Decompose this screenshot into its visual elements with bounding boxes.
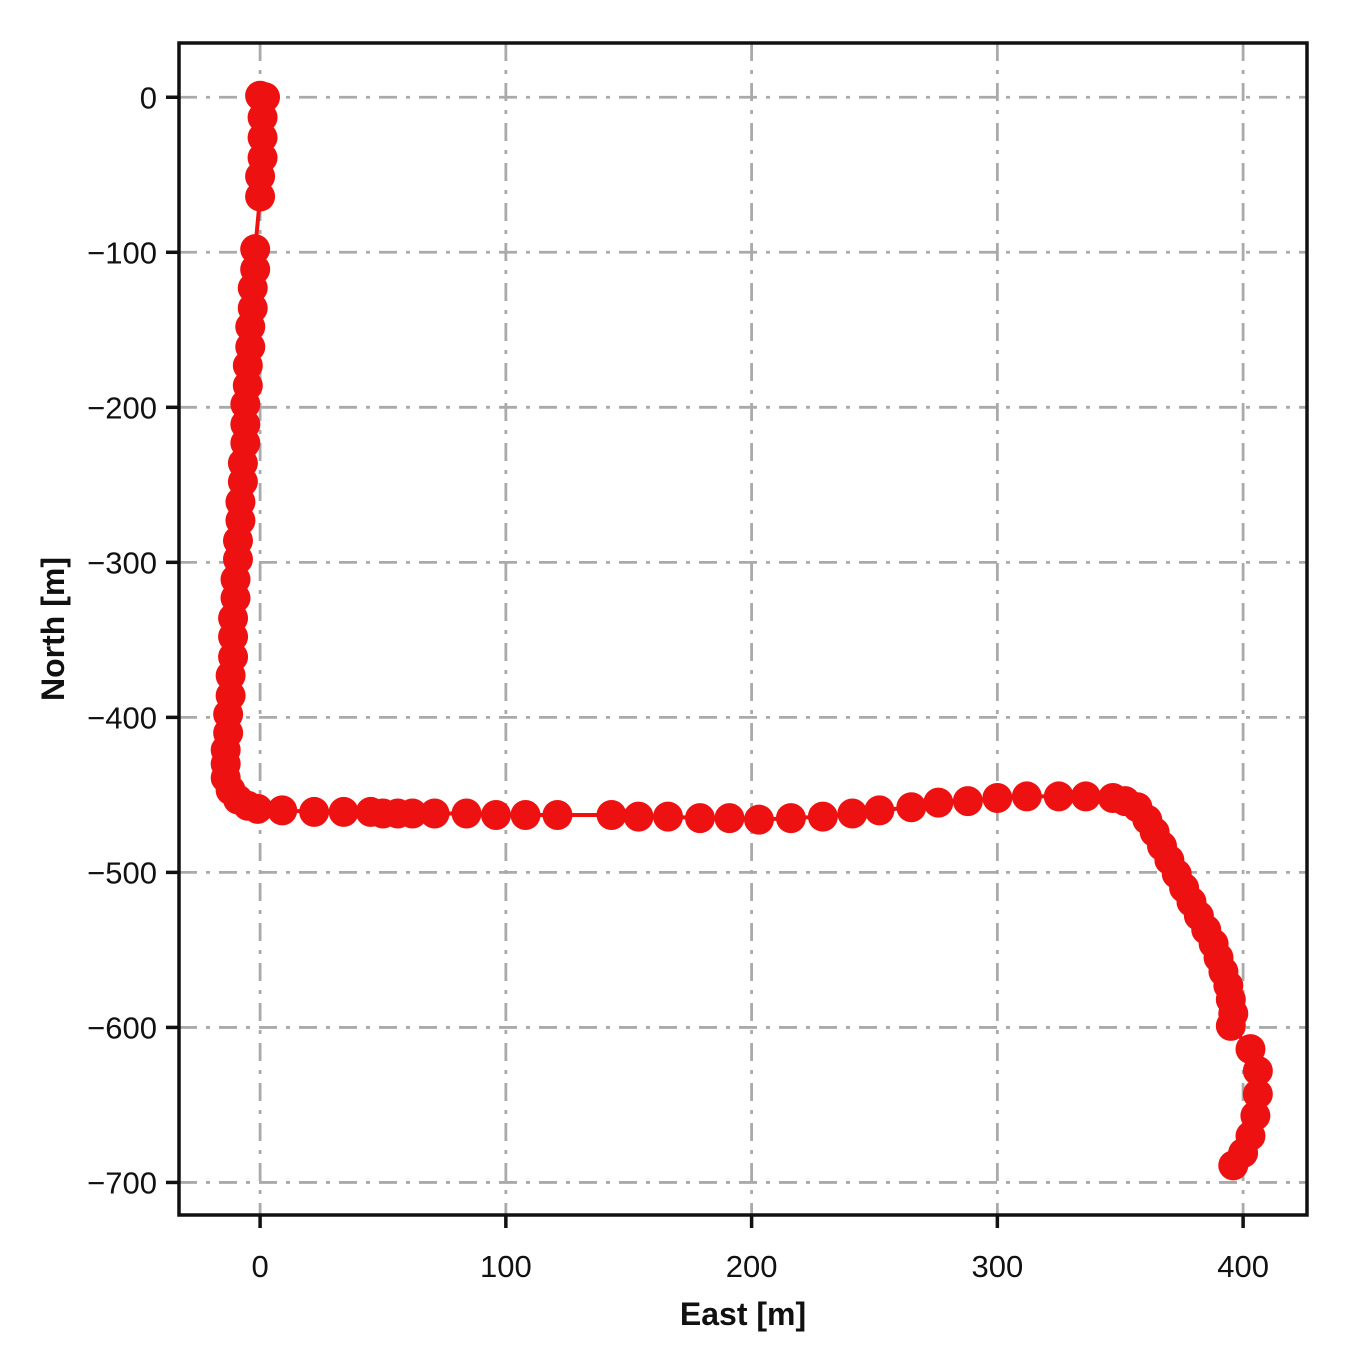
data-point: [267, 795, 298, 826]
data-point: [397, 798, 428, 829]
trajectory-series: [210, 80, 1273, 1181]
x-tick-label: 400: [1217, 1249, 1269, 1284]
y-tick-label: −500: [87, 855, 157, 890]
data-point: [1218, 1150, 1249, 1181]
tick-labels: 0 100 200 300 400 0 −100 −200 −300 −400 −500 −600 −7…: [87, 80, 1269, 1284]
data-point: [510, 800, 541, 831]
data-point: [743, 804, 774, 835]
data-point: [419, 798, 450, 829]
data-point: [923, 787, 954, 818]
y-tick-label: −600: [87, 1010, 157, 1045]
data-point: [245, 181, 276, 212]
y-tick-label: −700: [87, 1165, 157, 1200]
data-point: [542, 800, 573, 831]
data-point: [451, 798, 482, 829]
y-tick-label: −200: [87, 390, 157, 425]
x-tick-label: 200: [726, 1249, 778, 1284]
data-point: [328, 796, 359, 827]
x-tick-label: 100: [480, 1249, 532, 1284]
y-tick-label: −100: [87, 235, 157, 270]
y-tick-label: −300: [87, 545, 157, 580]
data-point: [1011, 781, 1042, 812]
grid-lines: [179, 43, 1307, 1215]
data-point: [242, 793, 273, 824]
y-axis-label: North [m]: [35, 557, 71, 701]
y-tick-label: 0: [140, 80, 157, 115]
data-point: [653, 801, 684, 832]
data-point: [982, 782, 1013, 813]
data-point: [952, 786, 983, 817]
data-point: [1242, 1055, 1273, 1086]
data-point: [775, 803, 806, 834]
data-point: [684, 803, 715, 834]
data-point: [481, 800, 512, 831]
plot-frame: [177, 41, 1309, 1217]
data-point: [299, 796, 330, 827]
data-point: [807, 801, 838, 832]
axis-ticks: [166, 95, 1245, 1228]
y-tick-label: −400: [87, 700, 157, 735]
data-point: [714, 803, 745, 834]
x-axis-label: East [m]: [680, 1296, 806, 1332]
data-point: [1070, 781, 1101, 812]
trajectory-points: [210, 80, 1273, 1181]
data-point: [1043, 781, 1074, 812]
x-tick-label: 0: [251, 1249, 268, 1284]
data-point: [896, 792, 927, 823]
data-point: [623, 801, 654, 832]
data-point: [596, 800, 627, 831]
data-point: [864, 795, 895, 826]
data-point: [837, 798, 868, 829]
x-tick-label: 300: [971, 1249, 1023, 1284]
data-point: [1215, 1010, 1246, 1041]
data-point: [1242, 1079, 1273, 1110]
